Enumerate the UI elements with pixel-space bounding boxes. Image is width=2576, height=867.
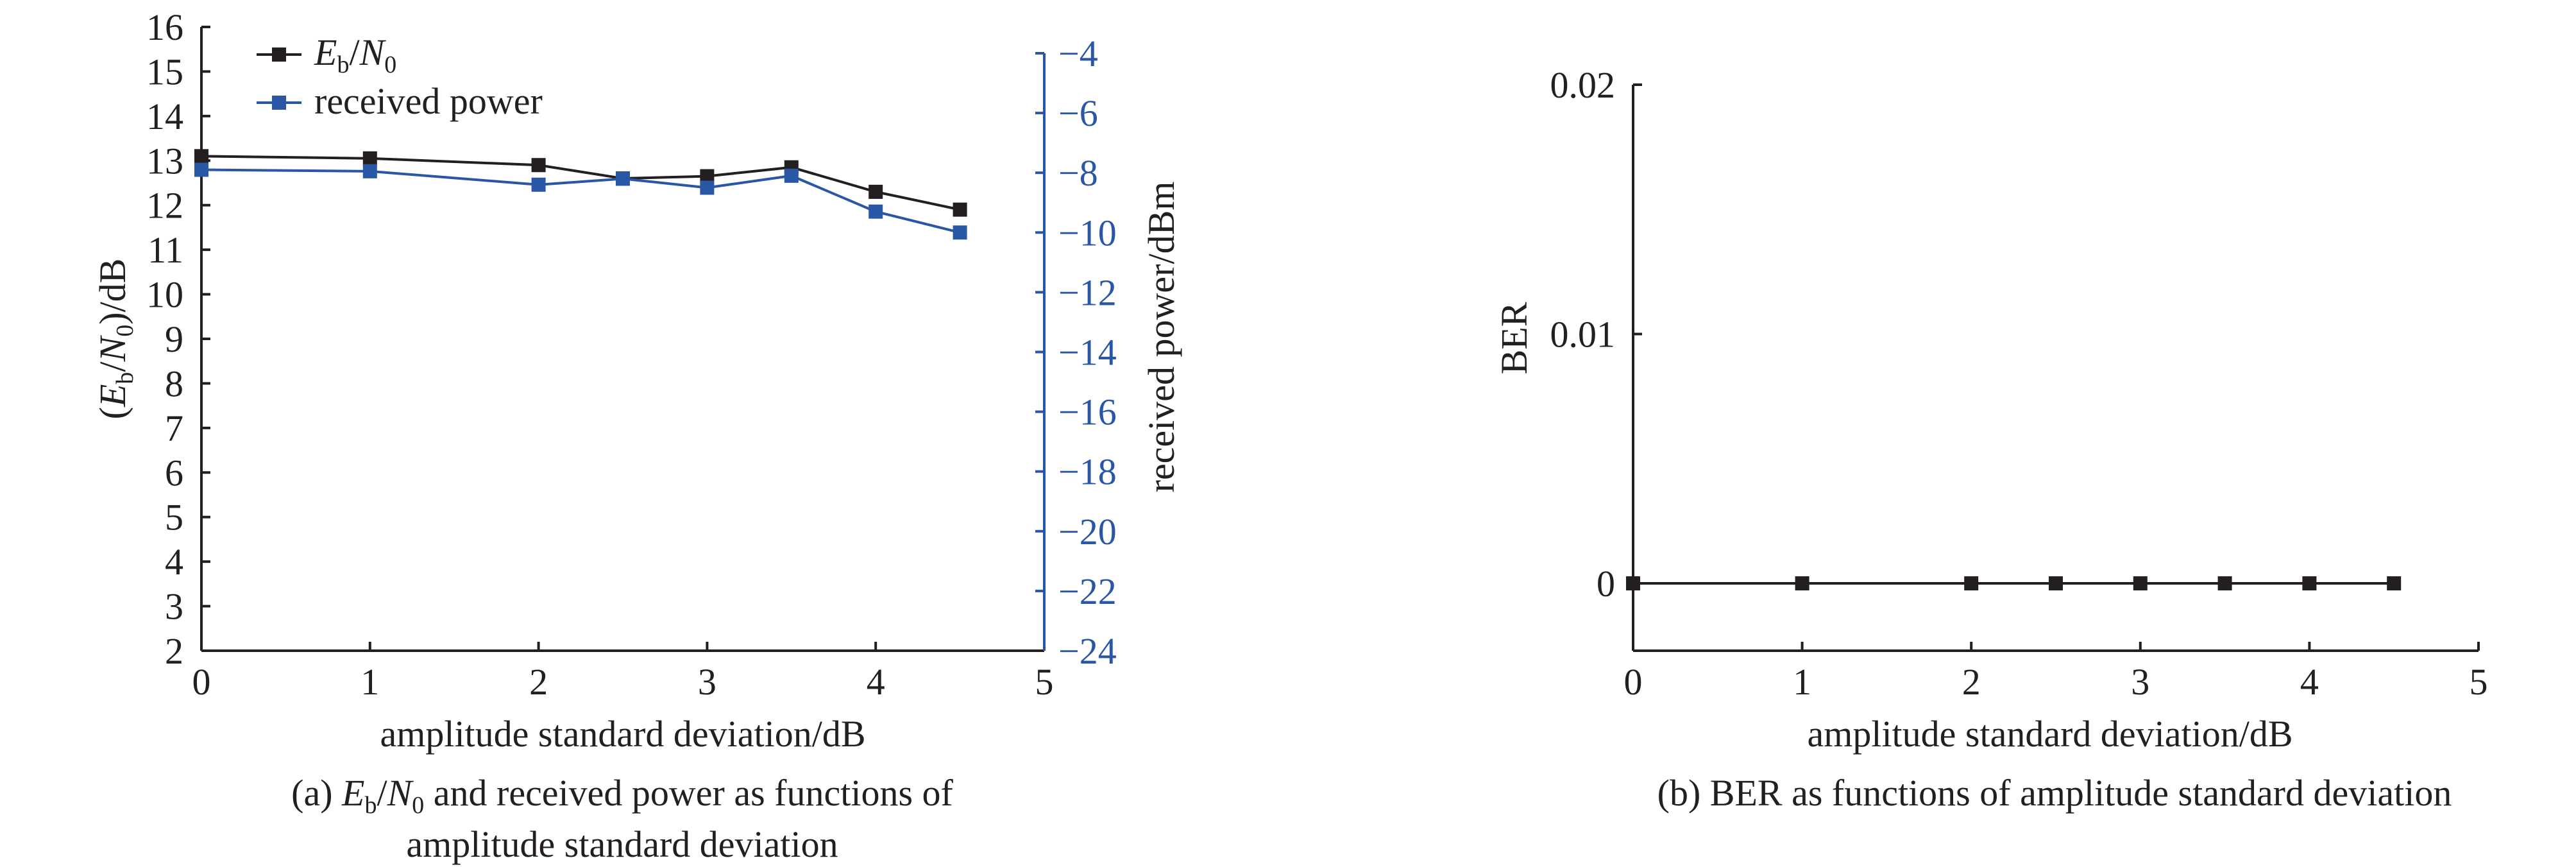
chart-a-y-tick-label: 3 [165,586,183,628]
chart-a-x-tick-label: 2 [529,661,548,703]
chart-a-y-tick-label: 16 [146,6,183,48]
chart-a-received-power-point [953,225,967,240]
chart-a-y2-tick-label: −12 [1058,271,1117,313]
chart-a-series [194,149,967,240]
chart-a-x-tick-label: 0 [192,661,211,703]
chart-b-ber-point [1626,576,1640,590]
chart-a-received-power-point [784,168,799,183]
chart-a-y2-tick-label: −6 [1058,92,1098,134]
chart-a-y2-label: received power/dBm [1140,182,1182,493]
chart-b-ber-point [2217,576,2232,590]
chart-b: 0 1 2 3 4 5 0 0.01 0.02 amplitude standard devi… [1493,64,2488,814]
chart-a-caption-line2: amplitude standard deviation [406,823,838,865]
chart-b-caption: (b) BER as functions of amplitude standa… [1657,772,2452,814]
chart-b-ber-point [1964,576,1979,590]
chart-a-x-label: amplitude standard deviation/dB [380,713,865,755]
chart-a-x-tick-label: 4 [867,661,885,703]
chart-b-x-tick-label: 0 [1624,661,1643,703]
chart-b-y-tick-label: 0 [1597,563,1615,605]
chart-a-received-power-point [531,177,546,192]
chart-a-y2-tick-label: −18 [1058,451,1117,493]
chart-a-eb-n0-point [869,184,883,199]
chart-b-ber-point [1795,576,1809,590]
chart-a-y2-tick-label: −10 [1058,212,1117,253]
chart-a-y-tick-label: 2 [165,630,183,672]
chart-b-ber-point [2133,576,2148,590]
chart-a-y-tick-label: 6 [165,452,183,494]
chart-a-x-tick-label: 5 [1035,661,1054,703]
chart-a-y2-tick-label: −8 [1058,152,1098,194]
legend-received-power-label: received power [314,80,543,122]
chart-a-received-power-point [616,171,630,186]
chart-a-received-power-point [869,204,883,219]
chart-a-y-label: (Eb/N0)/dB [92,259,139,420]
chart-a-y2-tick-label: −16 [1058,391,1117,433]
chart-a-y-tick-label: 15 [146,51,183,92]
legend-eb-n0-marker [272,47,286,62]
chart-a-y2-tick-label: −20 [1058,511,1117,553]
chart-b-x-tick-label: 4 [2300,661,2319,703]
chart-b-y-tick-label: 0.02 [1550,64,1616,106]
chart-b-x-tick-label: 3 [2131,661,2149,703]
legend-received-power-marker [272,96,286,110]
chart-b-x-tick-label: 2 [1962,661,1981,703]
legend-eb-n0-label: Eb/N0 [314,31,396,78]
chart-a-received-power-line [201,168,961,234]
chart-b-ber-point [2387,576,2402,590]
chart-a-y2-tick-label: −14 [1058,332,1117,373]
chart-a-received-power-point [700,180,715,195]
chart-b-x-tick-label: 5 [2470,661,2488,703]
chart-b-y-ticks: 0 0.01 0.02 [1550,64,1642,605]
chart-a-y-tick-label: 13 [146,140,183,182]
chart-a-y-tick-label: 9 [165,318,183,360]
chart-a-eb-n0-point [362,151,377,166]
chart-a-y-tick-label: 5 [165,497,183,538]
chart-a-eb-n0-point [531,158,546,173]
chart-a-y-tick-label: 11 [148,229,183,271]
chart-a-y2-tick-label: −24 [1058,630,1117,672]
chart-a-x-tick-label: 3 [698,661,716,703]
chart-a-y2-tick-label: −22 [1058,571,1117,612]
chart-a-received-power-point [194,162,208,177]
chart-a-received-power-point [362,164,377,178]
chart-a-eb-n0-point [700,169,715,184]
chart-a-y-tick-label: 4 [165,541,183,583]
chart-a-y-tick-label: 14 [146,96,183,137]
chart-b-x-ticks: 0 1 2 3 4 5 [1624,642,2488,703]
chart-a-y-tick-label: 8 [165,363,183,404]
chart-a-y-tick-label: 7 [165,408,183,449]
chart-a-y2-tick-label: −4 [1058,33,1098,74]
chart-a-y-tick-label: 10 [146,274,183,316]
chart-b-y-tick-label: 0.01 [1550,314,1616,356]
chart-a-caption-line1: (a) Eb/N0 and received power as function… [291,772,953,819]
chart-a-eb-n0-line [201,155,961,211]
chart-a-eb-n0-point [194,149,208,164]
chart-b-x-tick-label: 1 [1793,661,1811,703]
chart-b-y-label: BER [1493,302,1535,374]
chart-a-x-tick-label: 1 [360,661,379,703]
chart-b-series [1626,576,2402,590]
chart-a-eb-n0-point [953,202,967,217]
chart-a-y-tick-label: 12 [146,185,183,227]
chart-a-legend: Eb/N0 received power [257,31,543,122]
chart-b-x-label: amplitude standard deviation/dB [1807,713,2292,755]
chart-b-ber-point [2302,576,2317,590]
chart-a-x-ticks: 0 1 2 3 4 5 [192,642,1054,703]
chart-b-ber-point [2049,576,2063,590]
chart-a-y2-ticks: −4 −6 −8 −10 −12 −14 −16 −18 −20 −22 −24 [1035,33,1117,672]
